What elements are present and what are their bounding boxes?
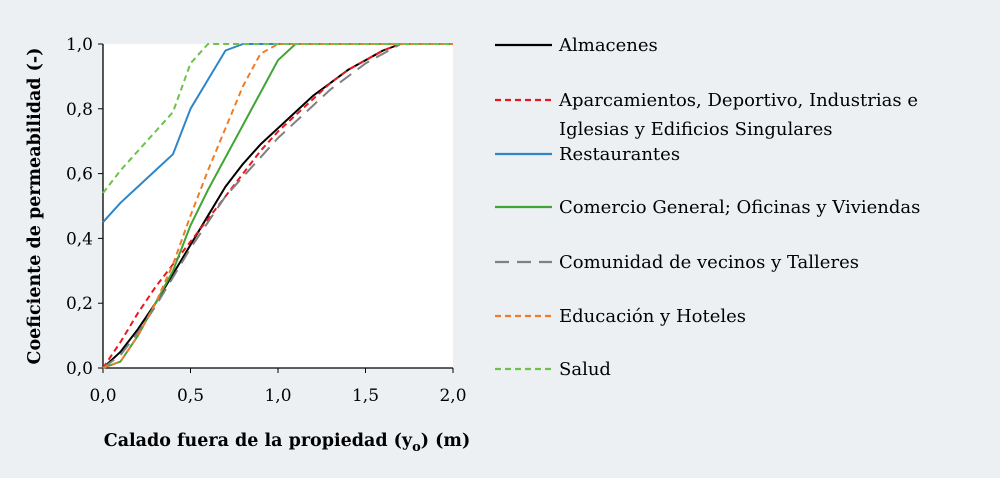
legend-label-4: Comunidad de vecinos y Talleres (559, 252, 859, 273)
x-axis-title-subscript: o (412, 440, 421, 455)
x-axis-title: Calado fuera de la propiedad (yo) (m) (104, 431, 470, 455)
axes: 0,0 0,5 1,0 1,5 2,0 0,0 0,2 0,4 0,6 0,8 1,0 (66, 35, 467, 406)
x-tick-label: 1,0 (264, 386, 291, 406)
series-line-5 (102, 43, 453, 369)
series-line-3 (102, 43, 453, 369)
series-line-6 (102, 43, 453, 194)
y-tick-label: 0,8 (66, 100, 93, 120)
y-tick-label: 0,6 (66, 165, 93, 185)
x-tick-label: 2,0 (439, 386, 466, 406)
y-axis-title: Coeficiente de permeabilidad (-) (25, 48, 45, 365)
legend: Almacenes Aparcamientos, Deportivo, Indus… (495, 35, 920, 380)
y-tick-label: 0,4 (66, 229, 93, 249)
legend-label-1: Aparcamientos, Deportivo, Industrias e Ig… (558, 90, 918, 140)
legend-label-3: Comercio General; Oficinas y Viviendas (559, 197, 920, 218)
y-tick-label: 0,2 (66, 294, 93, 314)
series-line-4 (102, 43, 453, 369)
legend-label-6: Salud (559, 359, 611, 380)
x-tick-label: 0,5 (177, 386, 204, 406)
x-tick-label: 1,5 (352, 386, 379, 406)
legend-label-5: Educación y Hoteles (559, 306, 746, 327)
series-line-2 (102, 43, 453, 223)
series-lines (102, 43, 453, 369)
legend-label-2: Restaurantes (559, 144, 680, 165)
y-tick-label: 1,0 (66, 35, 93, 55)
plot-area (103, 44, 453, 368)
plot-background (103, 44, 453, 368)
y-tick-label: 0,0 (66, 359, 93, 379)
legend-label-0: Almacenes (558, 35, 658, 56)
x-tick-label: 0,0 (89, 386, 116, 406)
